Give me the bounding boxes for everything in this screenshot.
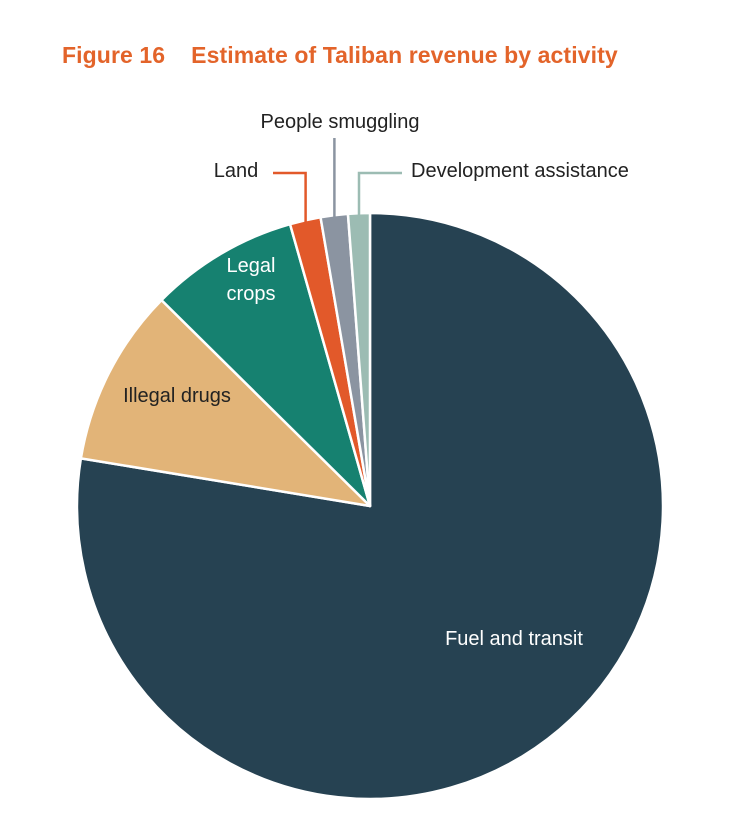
label-leader-lines <box>273 138 402 223</box>
slice-label-people-smuggling: People smuggling <box>261 111 420 133</box>
figure-number: Figure 16 <box>62 42 166 68</box>
slice-label-development-assistance: Development assistance <box>411 160 629 182</box>
slice-label-illegal-drugs: Illegal drugs <box>123 385 231 407</box>
pie-slices <box>75 211 665 801</box>
leader-line-land <box>273 171 307 223</box>
slice-label-land: Land <box>214 160 259 182</box>
pie-slice-illegal-drugs <box>79 298 372 508</box>
slice-label-legal-crops: Legal crops <box>227 255 276 305</box>
leader-line-development-assistance <box>357 171 402 216</box>
slice-labels: Fuel and transit Illegal drugs Legal crops L… <box>123 111 629 650</box>
slice-label-fuel-and-transit: Fuel and transit <box>445 628 583 650</box>
figure-title: Figure 16 Estimate of Taliban revenue by … <box>62 42 618 69</box>
pie-slice-legal-crops <box>160 222 372 508</box>
figure-title-text: Estimate of Taliban revenue by activity <box>191 42 618 68</box>
